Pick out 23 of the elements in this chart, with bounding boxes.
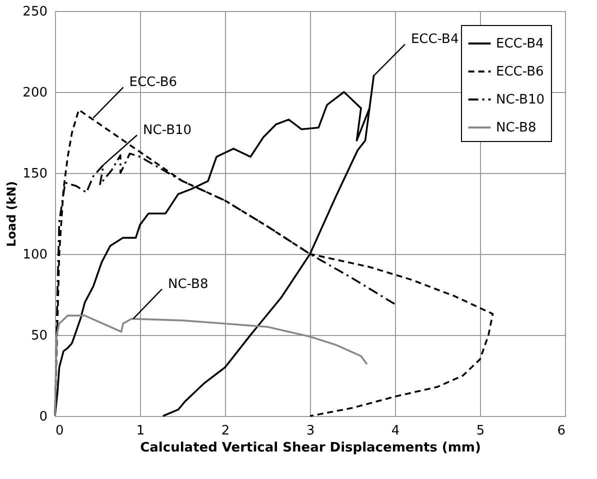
legend-label: NC-B8 [496,120,536,136]
x-tick-label: 5 [476,424,485,438]
x-tick-label: 4 [391,424,400,438]
legend-label: ECC-B4 [496,36,544,52]
y-tick-label: 250 [22,4,48,20]
legend-label: NC-B10 [496,92,544,108]
x-tick-label: 0 [56,424,64,438]
x-tick-label: 1 [136,424,145,438]
legend-label: ECC-B6 [496,64,544,80]
annotation: NC-B8 [168,276,208,292]
annotation: ECC-B4 [410,32,459,47]
y-tick-label: 100 [22,248,48,262]
y-tick-label: 150 [22,166,48,182]
x-tick-label: 6 [557,424,566,438]
y-tick-label: 50 [30,328,48,344]
y-axis-title: Load (kN) [4,181,19,247]
annotation: NC-B10 [143,122,192,138]
y-tick-label: 200 [22,86,48,100]
x-axis-title: Calculated Vertical Shear Displacements (mm) [140,440,481,456]
x-tick-label: 3 [306,424,315,438]
annotation: ECC-B6 [129,74,178,90]
y-tick-label: 0 [39,410,48,424]
x-tick-label: 2 [221,424,230,438]
